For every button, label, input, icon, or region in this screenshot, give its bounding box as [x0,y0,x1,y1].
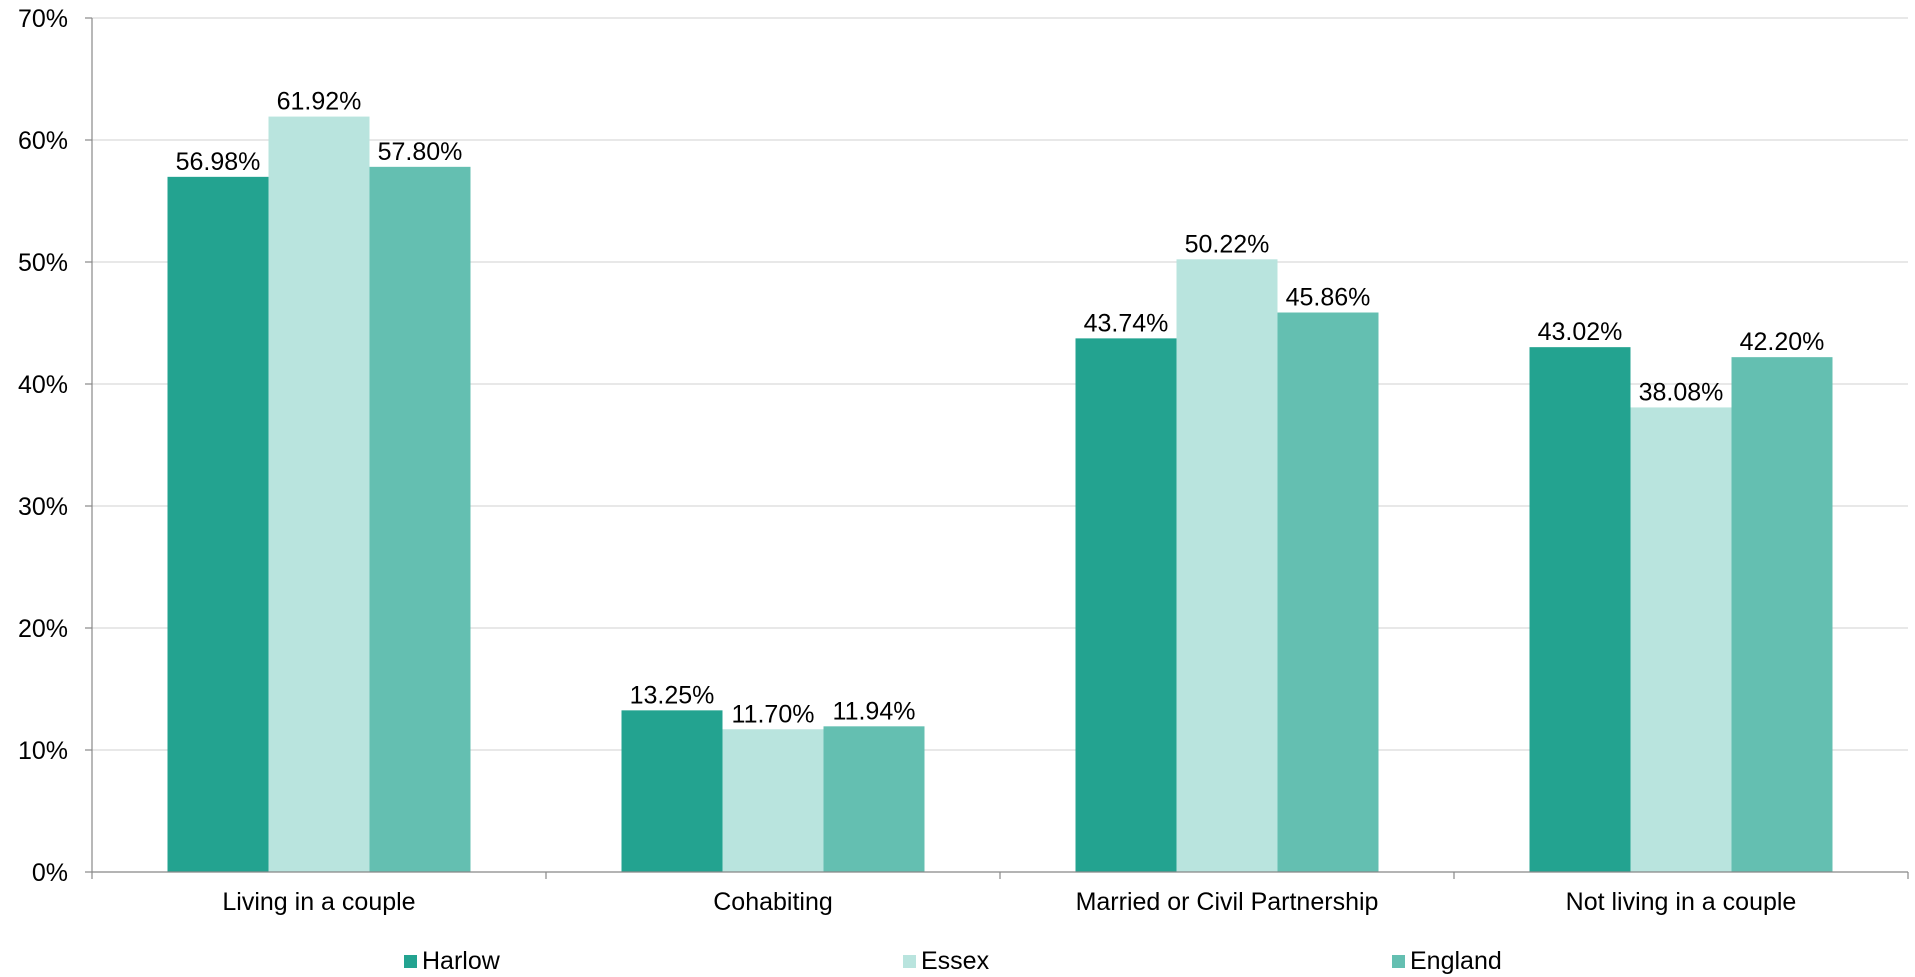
bar-harlow-1 [167,176,269,872]
bar-harlow-2 [621,710,723,872]
data-label: 57.80% [378,138,463,166]
legend-swatch-england [1392,954,1405,968]
data-label: 13.25% [630,681,715,709]
legend-label-england: England [1410,947,1502,975]
data-labels: 56.98% 61.92% 57.80% 13.25% 11.70% 11.94% 43.7… [176,88,1825,729]
bar-england-1 [369,166,471,873]
y-tick-label: 40% [18,371,68,399]
bar-england-4 [1731,357,1833,872]
bar-england-3 [1277,312,1379,872]
bar-essex-3 [1176,259,1278,872]
data-label: 11.70% [732,700,815,728]
x-category-label: Married or Civil Partnership [1076,888,1379,916]
bar-essex-4 [1630,407,1732,872]
y-tick-label: 70% [18,5,68,33]
y-tick-label: 50% [18,249,68,277]
y-tick-label: 20% [18,615,68,643]
y-tick-label: 10% [18,737,68,765]
legend-item-harlow: Harlow [404,946,500,976]
y-tick-label: 30% [18,493,68,521]
legend-swatch-essex [903,954,916,968]
bar-harlow-3 [1075,338,1177,872]
legend-label-harlow: Harlow [422,947,500,975]
data-label: 43.02% [1538,318,1623,346]
y-tick-label: 60% [18,127,68,155]
data-label: 61.92% [277,88,362,116]
x-category-label: Living in a couple [222,888,415,916]
x-category-label: Cohabiting [713,888,833,916]
bars [167,116,1833,873]
legend-item-essex: Essex [903,946,989,976]
bar-harlow-4 [1529,347,1631,872]
data-label: 42.20% [1740,328,1825,356]
x-category-label: Not living in a couple [1566,888,1797,916]
data-label: 11.94% [833,697,916,725]
bar-england-2 [823,726,925,872]
data-label: 38.08% [1639,378,1724,406]
data-label: 43.74% [1084,309,1169,337]
data-label: 45.86% [1286,284,1371,312]
axes: 0% 10% 20% 30% 40% 50% 60% 70% Living in a coupl… [18,5,1909,916]
y-tick-label: 0% [32,859,68,887]
bar-essex-1 [268,116,370,873]
data-label: 50.22% [1185,230,1270,258]
legend-label-essex: Essex [921,947,990,975]
legend-swatch-harlow [404,954,417,968]
data-label: 56.98% [176,148,261,176]
legend: Harlow Essex England [0,946,1915,976]
bar-essex-2 [722,729,824,872]
legend-item-england: England [1392,946,1502,976]
